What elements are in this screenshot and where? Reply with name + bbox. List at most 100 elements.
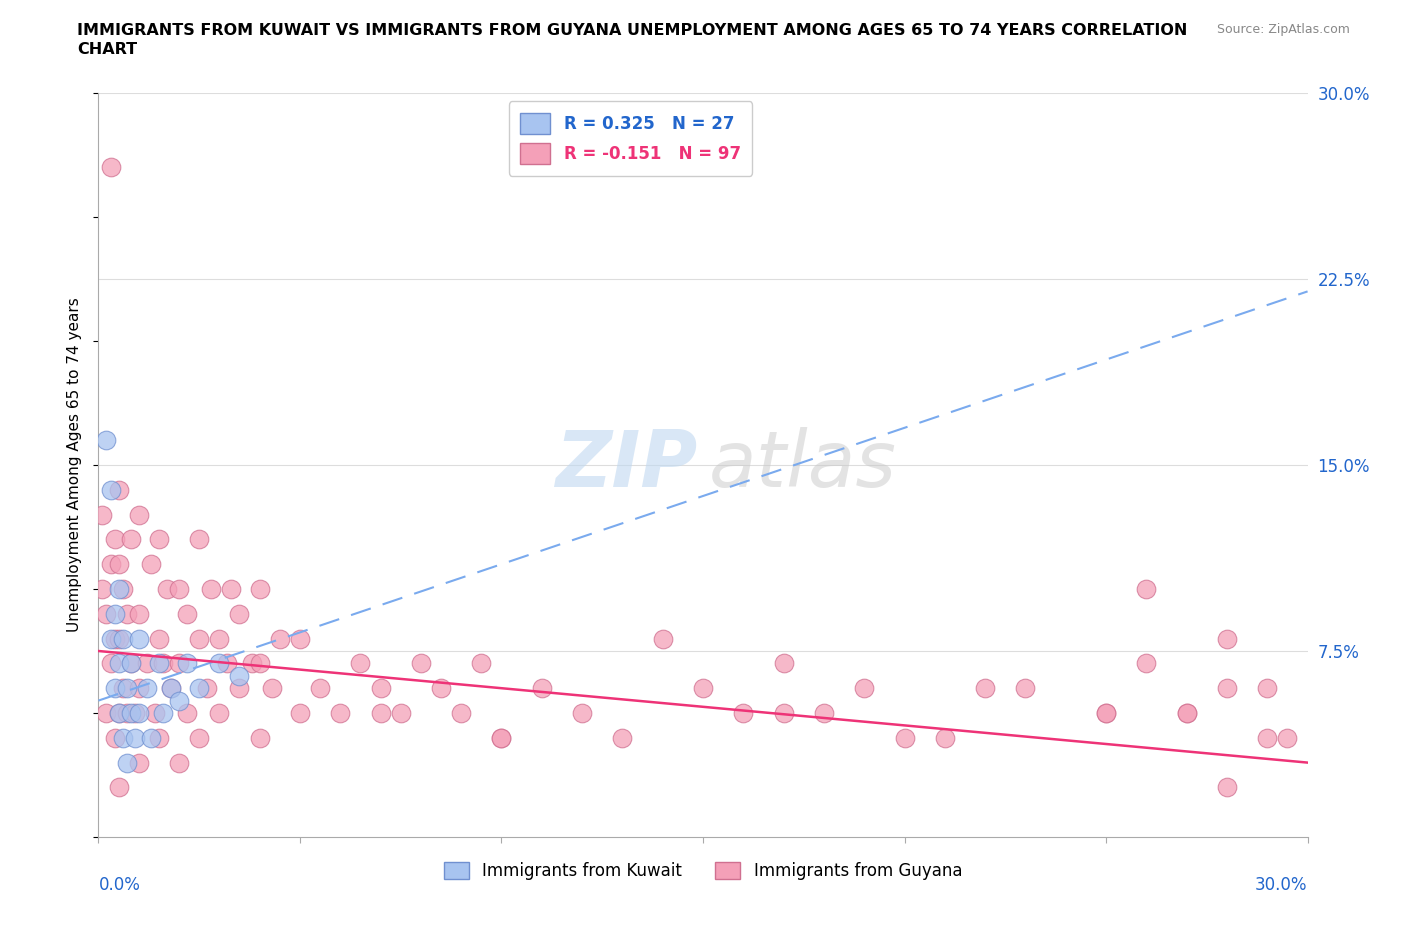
Point [221, 581, 243, 596]
Point [1135, 656, 1157, 671]
Text: CHART: CHART [77, 42, 138, 57]
Point [124, 730, 146, 745]
Point [115, 706, 138, 721]
Point [269, 631, 291, 646]
Point [1216, 681, 1239, 696]
Point [91, 507, 114, 522]
Point [100, 483, 122, 498]
Point [612, 730, 634, 745]
Point [240, 656, 263, 671]
Text: Source: ZipAtlas.com: Source: ZipAtlas.com [1216, 23, 1350, 36]
Point [96, 606, 118, 621]
Point [128, 507, 150, 522]
Point [571, 706, 593, 721]
Point [115, 681, 138, 696]
Text: 30.0%: 30.0% [1256, 876, 1308, 894]
Point [1175, 706, 1198, 721]
Point [100, 160, 122, 175]
Point [208, 656, 231, 671]
Point [167, 656, 190, 671]
Point [107, 483, 129, 498]
Point [200, 581, 222, 596]
Point [188, 631, 211, 646]
Point [139, 730, 162, 745]
Point [389, 706, 412, 721]
Point [208, 706, 231, 721]
Point [103, 681, 125, 696]
Point [100, 557, 122, 572]
Text: atlas: atlas [709, 427, 897, 503]
Point [160, 681, 183, 696]
Point [176, 706, 198, 721]
Point [167, 581, 190, 596]
Point [148, 532, 170, 547]
Y-axis label: Unemployment Among Ages 65 to 74 years: Unemployment Among Ages 65 to 74 years [67, 298, 83, 632]
Point [1095, 706, 1118, 721]
Point [217, 656, 239, 671]
Point [349, 656, 371, 671]
Text: IMMIGRANTS FROM KUWAIT VS IMMIGRANTS FROM GUYANA UNEMPLOYMENT AMONG AGES 65 TO 7: IMMIGRANTS FROM KUWAIT VS IMMIGRANTS FRO… [77, 23, 1188, 38]
Point [934, 730, 956, 745]
Point [167, 693, 190, 708]
Point [160, 681, 183, 696]
Point [208, 631, 231, 646]
Point [111, 730, 134, 745]
Point [1014, 681, 1036, 696]
Point [260, 681, 283, 696]
Point [103, 631, 125, 646]
Point [249, 656, 271, 671]
Point [188, 532, 211, 547]
Point [128, 631, 150, 646]
Point [103, 532, 125, 547]
Point [107, 706, 129, 721]
Point [128, 755, 150, 770]
Point [651, 631, 673, 646]
Point [370, 681, 392, 696]
Point [309, 681, 332, 696]
Point [288, 706, 311, 721]
Point [450, 706, 472, 721]
Point [772, 656, 794, 671]
Point [491, 730, 513, 745]
Text: ZIP: ZIP [555, 427, 697, 503]
Point [893, 730, 915, 745]
Point [188, 681, 211, 696]
Point [111, 631, 134, 646]
Point [111, 681, 134, 696]
Point [156, 581, 179, 596]
Point [107, 581, 129, 596]
Point [139, 557, 162, 572]
Text: 0.0%: 0.0% [98, 876, 141, 894]
Point [111, 581, 134, 596]
Point [96, 706, 118, 721]
Point [103, 606, 125, 621]
Point [128, 706, 150, 721]
Point [176, 656, 198, 671]
Point [188, 730, 211, 745]
Legend: Immigrants from Kuwait, Immigrants from Guyana: Immigrants from Kuwait, Immigrants from … [436, 854, 970, 888]
Point [100, 631, 122, 646]
Point [148, 656, 170, 671]
Point [1135, 581, 1157, 596]
Point [772, 706, 794, 721]
Point [107, 780, 129, 795]
Point [103, 730, 125, 745]
Point [1277, 730, 1299, 745]
Point [120, 532, 142, 547]
Point [135, 656, 157, 671]
Point [148, 631, 170, 646]
Point [124, 706, 146, 721]
Point [249, 730, 271, 745]
Point [148, 730, 170, 745]
Point [152, 656, 174, 671]
Point [733, 706, 755, 721]
Point [176, 606, 198, 621]
Point [409, 656, 432, 671]
Point [530, 681, 553, 696]
Point [128, 681, 150, 696]
Point [370, 706, 392, 721]
Point [100, 656, 122, 671]
Point [692, 681, 714, 696]
Point [853, 681, 876, 696]
Point [974, 681, 997, 696]
